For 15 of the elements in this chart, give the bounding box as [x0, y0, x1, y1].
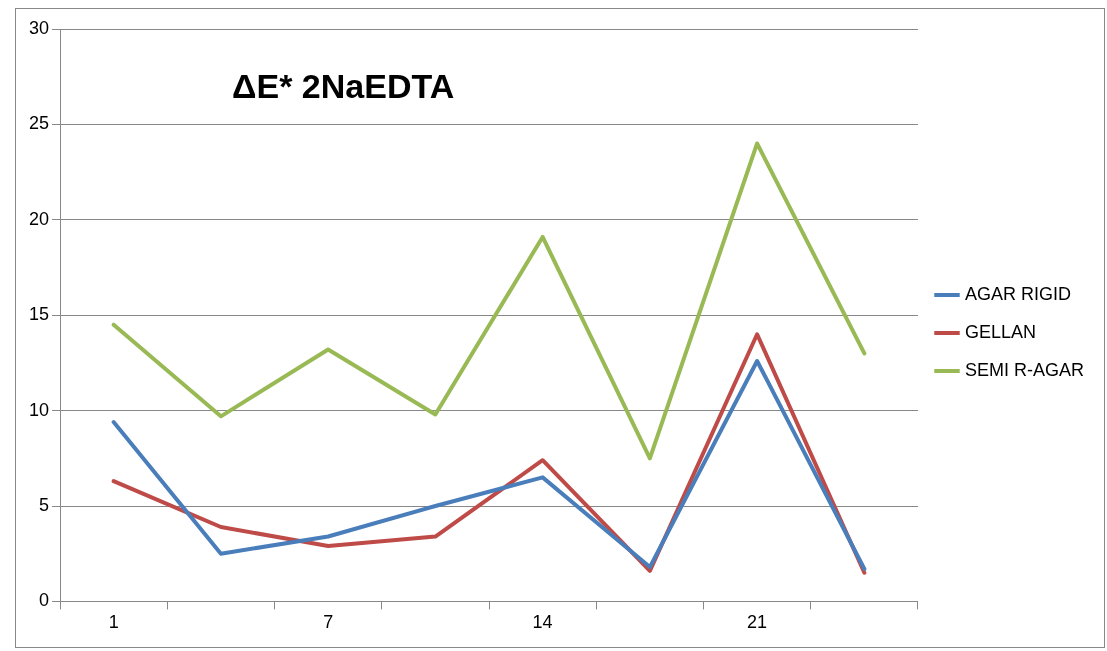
y-tick-label: 15 — [28, 304, 50, 325]
x-tick-label: 7 — [323, 612, 334, 633]
y-tick-label: 5 — [39, 494, 50, 515]
text: ΔE* 2NaEDTA — [232, 67, 455, 106]
legend-label: GELLAN — [964, 321, 1037, 342]
y-tick-label: 20 — [28, 208, 50, 229]
x-tick-label: 1 — [108, 612, 119, 633]
legend-label: SEMI R-AGAR — [964, 359, 1084, 380]
x-tick-label: 21 — [747, 612, 768, 633]
x-tick-label: 14 — [532, 612, 553, 633]
y-tick-label: 30 — [28, 17, 50, 38]
y-tick-label: 25 — [28, 113, 50, 134]
y-tick-label: 10 — [28, 399, 50, 420]
legend-label: AGAR RIGID — [964, 283, 1071, 304]
y-tick-label: 0 — [39, 590, 50, 611]
